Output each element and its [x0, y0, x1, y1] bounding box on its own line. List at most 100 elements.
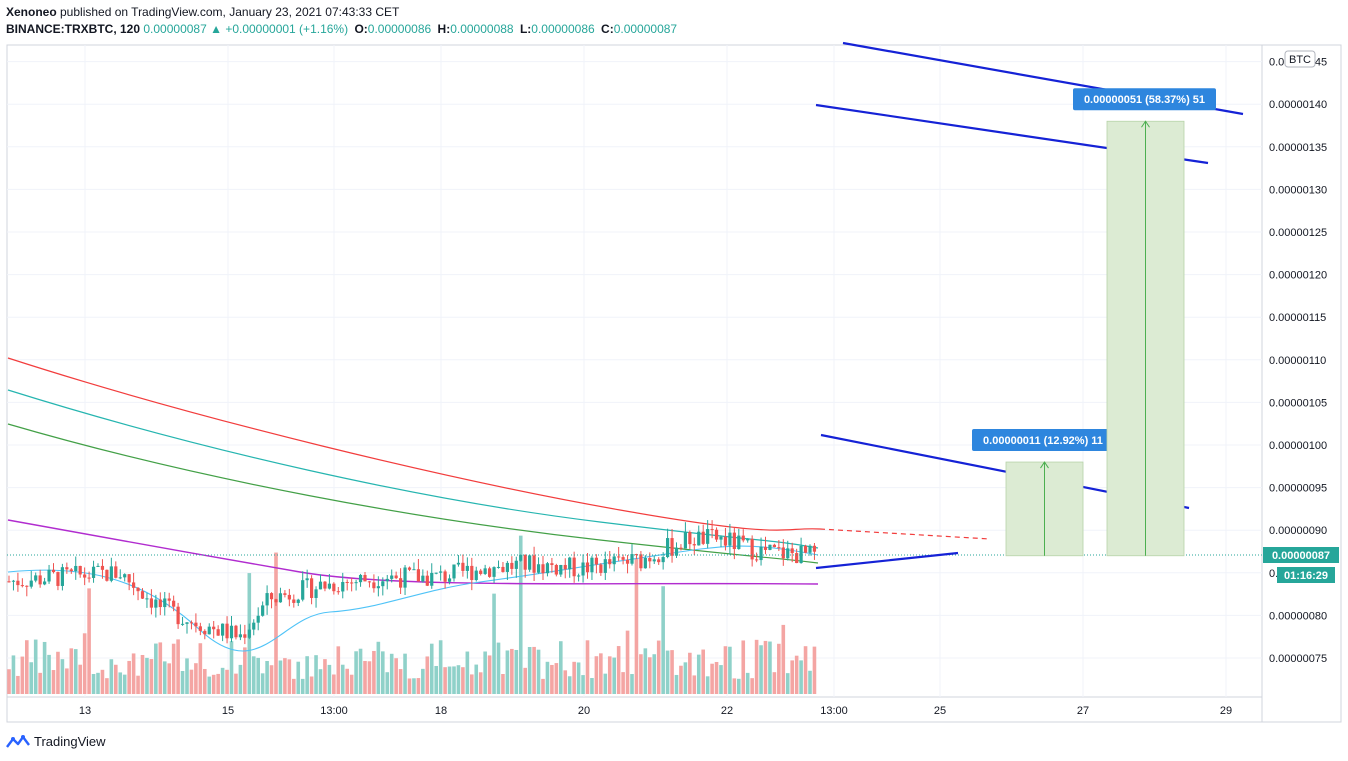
volume-bar — [185, 658, 189, 694]
volume-bar — [759, 645, 763, 694]
candle-body — [140, 591, 145, 599]
currency-label: BTC — [1289, 54, 1311, 66]
tradingview-logo[interactable]: TradingView — [6, 734, 106, 749]
ema-red-line — [7, 357, 821, 531]
volume-bar — [545, 661, 550, 694]
volume-bar — [710, 663, 714, 694]
candle-body — [394, 575, 398, 579]
volume-bar — [100, 669, 105, 694]
ema-red-projection — [819, 528, 991, 540]
volume-bar — [56, 651, 60, 694]
volume-bar — [114, 664, 118, 694]
candle-body — [69, 569, 73, 572]
candle-body — [550, 563, 554, 565]
volume-bar — [220, 667, 225, 694]
volume-bar — [616, 646, 621, 694]
candle-body — [221, 623, 225, 636]
candle-body — [149, 598, 153, 608]
volume-bar — [7, 669, 11, 694]
volume-bar — [225, 669, 229, 694]
price-tick-label: 0.00000095 — [1269, 483, 1327, 495]
volume-bar — [33, 639, 38, 694]
volume-bar — [203, 668, 207, 694]
candle-body — [563, 564, 567, 570]
volume-bar — [461, 667, 465, 694]
candle-body — [803, 545, 808, 553]
volume-bars — [7, 535, 817, 694]
candle-body — [274, 599, 278, 603]
last-price: 0.00000087 — [143, 22, 207, 36]
currency-badge[interactable] — [1284, 50, 1316, 68]
candle-body — [714, 529, 719, 540]
volume-bar — [82, 633, 87, 694]
volume-bar — [576, 662, 581, 694]
candle-body — [755, 559, 759, 561]
volume-bar — [429, 643, 434, 694]
ema-green-line — [7, 423, 819, 564]
volume-bar — [781, 624, 786, 694]
time-tick-label: 20 — [578, 705, 590, 717]
candle-body — [523, 554, 527, 570]
price-tick-label: 0.00000135 — [1269, 142, 1327, 154]
candle-body — [568, 557, 572, 570]
volume-bar — [136, 675, 140, 694]
candle-body — [158, 599, 162, 608]
volume-bar — [603, 673, 608, 694]
candle-body — [399, 578, 403, 588]
candle-body — [229, 625, 234, 639]
candle-body — [608, 559, 612, 565]
time-axis[interactable]: 13 15 13:00 18 20 22 13:00 25 27 29 — [79, 705, 1232, 717]
volume-bar — [701, 649, 705, 694]
candle-body — [674, 547, 679, 556]
volume-bar — [96, 672, 100, 694]
candle-body — [278, 593, 283, 603]
candle-body — [194, 622, 198, 627]
candle-body — [118, 577, 122, 579]
candle-body — [732, 532, 736, 550]
candle-body — [572, 557, 576, 577]
candle-body — [479, 570, 483, 574]
volume-bar — [407, 678, 412, 694]
drawings[interactable]: 0.00000011 (12.92%) 11 0.00000051 (58.37%… — [7, 41, 1262, 570]
volume-bar — [283, 658, 287, 694]
volume-bar — [812, 646, 817, 694]
price-tick-label: 0.00000100 — [1269, 440, 1327, 452]
candle-body — [189, 622, 194, 624]
candle-body — [100, 565, 105, 570]
volume-bar — [167, 663, 171, 694]
volume-bar — [398, 669, 403, 694]
volume-bar — [599, 653, 603, 694]
volume-bar — [171, 643, 176, 694]
candle-body — [683, 532, 687, 549]
volume-bar — [363, 660, 367, 694]
volume-bar — [318, 669, 323, 694]
volume-bar — [323, 659, 327, 694]
volume-bar — [229, 641, 234, 694]
current-price-tag — [1263, 547, 1339, 563]
volume-bar — [541, 678, 545, 694]
symbol-label[interactable]: BINANCE:TRXBTC, 120 — [6, 22, 141, 36]
price-tick-label: 0.00000115 — [1269, 312, 1326, 324]
volume-bar — [590, 678, 594, 694]
volume-bar — [47, 654, 51, 694]
price-change: ▲ +0.00000001 (+1.16%) — [210, 22, 349, 36]
candle-body — [795, 553, 799, 564]
volume-bar — [292, 678, 296, 694]
candle-body — [60, 567, 64, 586]
price-tick-label: 0.00000105 — [1269, 397, 1327, 409]
volume-bar — [523, 667, 527, 694]
candle-body — [38, 575, 42, 585]
price-range-label-bg — [1073, 88, 1216, 111]
candle-body — [403, 567, 407, 588]
candle-body — [56, 572, 60, 586]
candle-body — [238, 634, 242, 638]
time-tick-label: 29 — [1220, 705, 1232, 717]
price-tick-label: 0.00000125 — [1269, 227, 1327, 239]
volume-bar — [416, 678, 421, 694]
candle-body — [634, 554, 639, 556]
candle-body — [176, 606, 180, 625]
candle-body — [657, 559, 661, 563]
volume-bar — [154, 643, 158, 694]
price-tick-label: 0.00000075 — [1269, 653, 1327, 665]
